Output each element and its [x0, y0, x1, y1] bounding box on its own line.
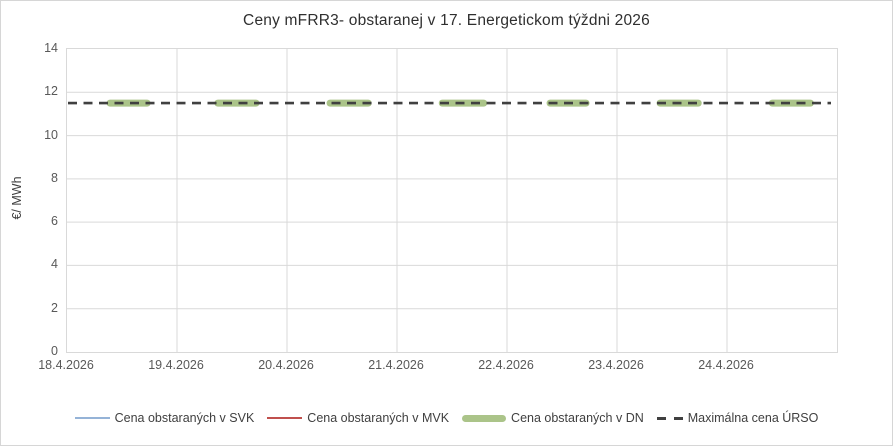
chart-title: Ceny mFRR3- obstaranej v 17. Energeticko… — [243, 12, 650, 29]
y-tick-label: 10 — [44, 127, 58, 142]
legend-label: Cena obstaraných v MVK — [307, 411, 450, 425]
y-tick-label: 6 — [51, 214, 58, 229]
legend-label: Cena obstaraných v SVK — [114, 411, 255, 425]
y-tick-label: 2 — [51, 300, 58, 315]
legend-item: Cena obstaraných v SVK — [74, 411, 255, 425]
legend-thick-swatch-icon — [462, 414, 507, 422]
legend-label: Maximálna cena ÚRSO — [687, 411, 819, 425]
x-tick-label: 21.4.2026 — [368, 358, 424, 372]
legend-thin-swatch-icon — [267, 417, 303, 419]
plot-area — [66, 48, 838, 353]
y-tick-label: 12 — [44, 84, 58, 99]
x-tick-label: 19.4.2026 — [148, 358, 204, 372]
x-tick-label: 20.4.2026 — [258, 358, 314, 372]
legend-item: Cena obstaraných v DN — [462, 411, 644, 425]
legend-item: Maximálna cena ÚRSO — [656, 411, 819, 425]
y-axis-title: €/ MWh — [10, 176, 24, 220]
legend: Cena obstaraných v SVK Cena obstaraných v… — [1, 411, 892, 425]
legend-thin-swatch-icon — [74, 417, 110, 419]
y-tick-label: 0 — [51, 344, 58, 358]
legend-dashed-swatch-icon — [656, 416, 683, 420]
legend-item: Cena obstaraných v MVK — [267, 411, 449, 425]
y-tick-label: 8 — [51, 170, 58, 185]
x-tick-label: 18.4.2026 — [38, 358, 94, 372]
x-tick-label: 23.4.2026 — [588, 358, 644, 372]
y-tick-label: 4 — [51, 257, 58, 272]
x-tick-label: 22.4.2026 — [478, 358, 534, 372]
y-tick-label: 14 — [44, 41, 58, 55]
legend-label: Cena obstaraných v DN — [511, 411, 644, 425]
plot-canvas — [67, 49, 837, 352]
x-tick-label: 24.4.2026 — [698, 358, 754, 372]
